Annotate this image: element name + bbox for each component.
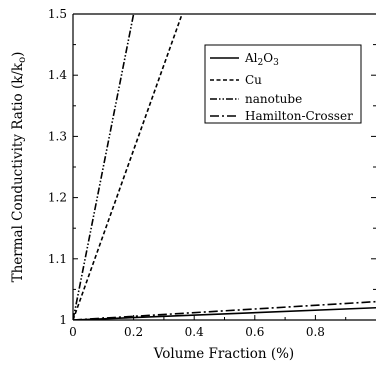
x-tick-label: 0.8 xyxy=(306,325,325,339)
legend-label-nanotube: nanotube xyxy=(245,92,302,106)
y-axis-title: Thermal Conductivity Ratio (k/ko) xyxy=(10,52,28,283)
series-line-nanotube xyxy=(73,14,135,320)
x-tick-label: 0.6 xyxy=(245,325,264,339)
legend-label-al2o3: Al2O3 xyxy=(244,51,279,68)
y-axis-title-sub: o xyxy=(17,57,28,63)
tick-labels: 0 0.2 0.4 0.6 0.8 1 1.1 1.2 1.3 1.4 1.5 xyxy=(48,7,325,339)
legend: Al2O3 Cu nanotube Hamilton-Crosser xyxy=(204,44,362,124)
y-axis-title-main: Thermal Conductivity Ratio (k/k xyxy=(10,62,26,282)
series-lines xyxy=(73,14,376,320)
x-tick-label: 0.2 xyxy=(124,325,143,339)
x-tick-label: 0.4 xyxy=(185,325,204,339)
legend-label-cu: Cu xyxy=(245,73,262,87)
x-tick-label: 0 xyxy=(69,325,77,339)
y-tick-label: 1 xyxy=(59,313,67,327)
series-line-al2o3 xyxy=(73,306,376,320)
y-tick-label: 1.3 xyxy=(48,129,67,143)
y-tick-label: 1.4 xyxy=(48,68,67,82)
series-line-cu xyxy=(73,14,183,320)
y-axis-title-close: ) xyxy=(10,52,26,57)
x-axis-title: Volume Fraction (%) xyxy=(153,346,294,362)
y-tick-label: 1.1 xyxy=(48,252,67,266)
y-tick-label: 1.2 xyxy=(48,191,67,205)
y-tick-label: 1.5 xyxy=(48,7,67,21)
legend-label-hamilton-crosser: Hamilton-Crosser xyxy=(245,109,353,123)
